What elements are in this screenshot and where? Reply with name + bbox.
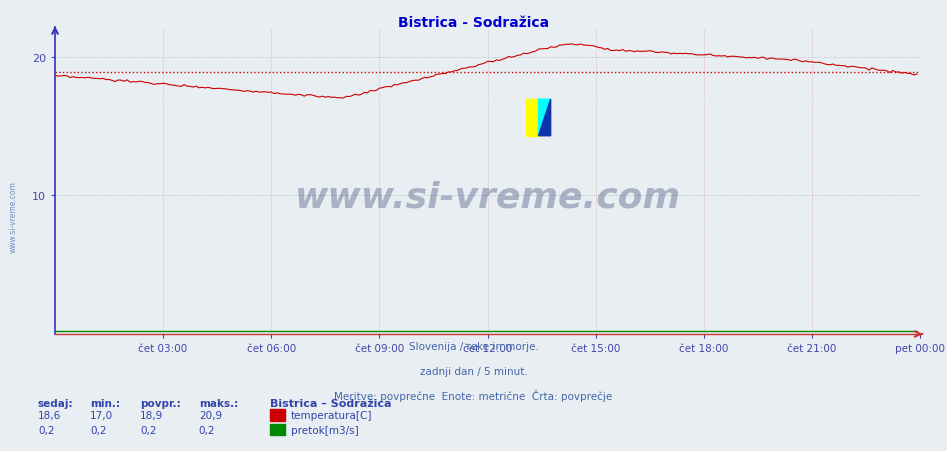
- Text: maks.:: maks.:: [199, 398, 238, 408]
- Text: zadnji dan / 5 minut.: zadnji dan / 5 minut.: [420, 366, 527, 376]
- Text: povpr.:: povpr.:: [140, 398, 181, 408]
- Text: 0,2: 0,2: [38, 425, 54, 435]
- Text: 18,6: 18,6: [38, 410, 62, 420]
- Polygon shape: [539, 100, 550, 137]
- Text: 0,2: 0,2: [90, 425, 106, 435]
- Text: Slovenija / reke in morje.: Slovenija / reke in morje.: [408, 341, 539, 351]
- Text: Bistrica – Sodražica: Bistrica – Sodražica: [270, 398, 391, 408]
- Text: www.si-vreme.com: www.si-vreme.com: [9, 180, 18, 253]
- Text: www.si-vreme.com: www.si-vreme.com: [295, 180, 681, 214]
- Text: sedaj:: sedaj:: [38, 398, 74, 408]
- Text: 0,2: 0,2: [140, 425, 156, 435]
- Text: temperatura[C]: temperatura[C]: [291, 410, 372, 420]
- Text: 18,9: 18,9: [140, 410, 164, 420]
- Text: pretok[m3/s]: pretok[m3/s]: [291, 425, 359, 435]
- Polygon shape: [527, 100, 539, 137]
- Text: 17,0: 17,0: [90, 410, 113, 420]
- Text: 0,2: 0,2: [199, 425, 215, 435]
- Text: 20,9: 20,9: [199, 410, 222, 420]
- Text: min.:: min.:: [90, 398, 120, 408]
- Text: Bistrica - Sodražica: Bistrica - Sodražica: [398, 16, 549, 30]
- Text: Meritve: povprečne  Enote: metrične  Črta: povprečje: Meritve: povprečne Enote: metrične Črta:…: [334, 389, 613, 401]
- Polygon shape: [539, 100, 550, 137]
